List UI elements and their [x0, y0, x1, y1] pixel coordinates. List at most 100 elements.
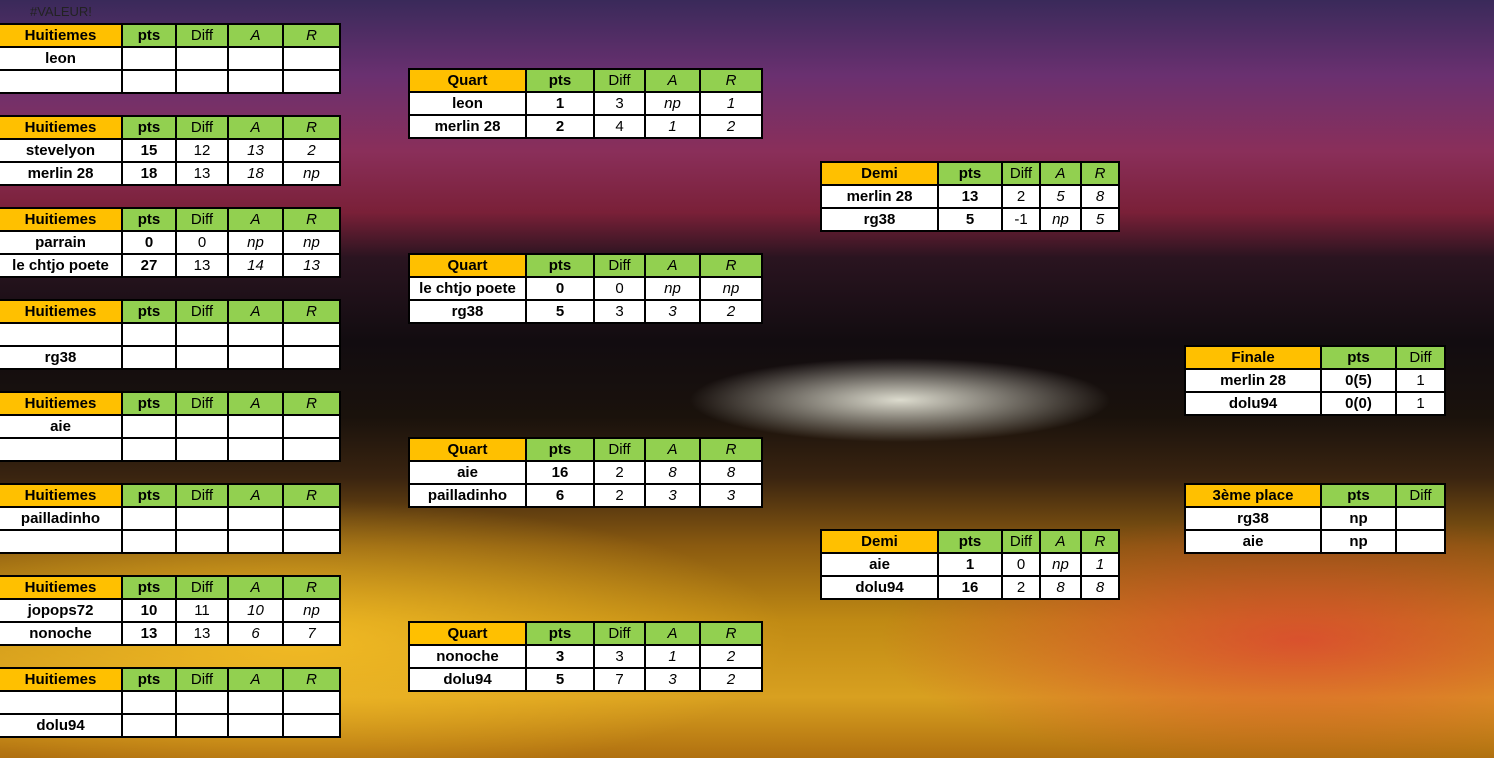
score-cell[interactable]: 2 — [699, 114, 763, 139]
column-header[interactable]: A — [644, 437, 701, 462]
score-cell[interactable] — [282, 345, 341, 370]
column-header[interactable]: pts — [121, 207, 177, 232]
column-header[interactable]: pts — [525, 621, 595, 646]
score-cell[interactable] — [175, 322, 229, 347]
player-name-cell[interactable]: leon — [0, 46, 123, 71]
score-cell[interactable]: 1 — [1395, 368, 1446, 393]
player-name-cell[interactable]: pailladinho — [0, 506, 123, 531]
score-cell[interactable]: 1 — [1080, 552, 1120, 577]
score-cell[interactable]: 0 — [175, 230, 229, 255]
score-cell[interactable] — [175, 529, 229, 554]
score-cell[interactable]: 6 — [525, 483, 595, 508]
score-cell[interactable]: 2 — [593, 460, 646, 485]
column-header[interactable]: pts — [121, 391, 177, 416]
score-cell[interactable] — [175, 437, 229, 462]
column-header[interactable]: A — [644, 68, 701, 93]
column-header[interactable]: R — [282, 575, 341, 600]
score-cell[interactable]: 13 — [175, 621, 229, 646]
player-name-cell[interactable]: le chtjo poete — [408, 276, 527, 301]
score-cell[interactable]: 0 — [121, 230, 177, 255]
round-title[interactable]: Huitiemes — [0, 667, 123, 692]
score-cell[interactable] — [121, 414, 177, 439]
column-header[interactable]: pts — [121, 575, 177, 600]
player-name-cell[interactable] — [0, 322, 123, 347]
column-header[interactable]: pts — [1320, 483, 1397, 508]
column-header[interactable]: R — [1080, 529, 1120, 554]
column-header[interactable]: A — [644, 621, 701, 646]
score-cell[interactable]: 27 — [121, 253, 177, 278]
score-cell[interactable] — [121, 713, 177, 738]
column-header[interactable]: R — [699, 621, 763, 646]
round-title[interactable]: Quart — [408, 253, 527, 278]
column-header[interactable]: pts — [937, 161, 1003, 186]
score-cell[interactable]: 0 — [1001, 552, 1041, 577]
round-title[interactable]: Finale — [1184, 345, 1322, 370]
score-cell[interactable]: 0 — [593, 276, 646, 301]
score-cell[interactable]: 2 — [282, 138, 341, 163]
score-cell[interactable]: 2 — [525, 114, 595, 139]
score-cell[interactable] — [121, 506, 177, 531]
column-header[interactable]: pts — [121, 115, 177, 140]
score-cell[interactable]: 3 — [644, 667, 701, 692]
score-cell[interactable]: 2 — [699, 644, 763, 669]
score-cell[interactable]: 3 — [593, 644, 646, 669]
player-name-cell[interactable]: dolu94 — [820, 575, 939, 600]
score-cell[interactable]: 3 — [525, 644, 595, 669]
column-header[interactable]: Diff — [175, 23, 229, 48]
round-title[interactable]: Quart — [408, 621, 527, 646]
round-title[interactable]: Huitiemes — [0, 483, 123, 508]
score-cell[interactable]: np — [1320, 506, 1397, 531]
score-cell[interactable]: 1 — [1395, 391, 1446, 416]
score-cell[interactable]: 1 — [525, 91, 595, 116]
column-header[interactable]: Diff — [175, 483, 229, 508]
score-cell[interactable]: 0(0) — [1320, 391, 1397, 416]
score-cell[interactable]: 15 — [121, 138, 177, 163]
score-cell[interactable]: 13 — [937, 184, 1003, 209]
player-name-cell[interactable] — [0, 529, 123, 554]
round-title[interactable]: Demi — [820, 161, 939, 186]
score-cell[interactable]: 8 — [1080, 575, 1120, 600]
score-cell[interactable]: 13 — [121, 621, 177, 646]
player-name-cell[interactable]: merlin 28 — [1184, 368, 1322, 393]
score-cell[interactable]: np — [282, 230, 341, 255]
score-cell[interactable] — [282, 322, 341, 347]
score-cell[interactable] — [121, 46, 177, 71]
player-name-cell[interactable]: dolu94 — [408, 667, 527, 692]
player-name-cell[interactable] — [0, 690, 123, 715]
column-header[interactable]: Diff — [175, 115, 229, 140]
score-cell[interactable] — [175, 46, 229, 71]
score-cell[interactable] — [282, 437, 341, 462]
score-cell[interactable]: 3 — [593, 299, 646, 324]
score-cell[interactable]: 11 — [175, 598, 229, 623]
round-title[interactable]: Huitiemes — [0, 207, 123, 232]
score-cell[interactable]: 5 — [525, 667, 595, 692]
player-name-cell[interactable]: parrain — [0, 230, 123, 255]
score-cell[interactable]: np — [1039, 552, 1082, 577]
score-cell[interactable] — [227, 345, 284, 370]
score-cell[interactable]: 1 — [699, 91, 763, 116]
column-header[interactable]: A — [644, 253, 701, 278]
column-header[interactable]: Diff — [1001, 161, 1041, 186]
score-cell[interactable] — [282, 529, 341, 554]
score-cell[interactable]: 2 — [1001, 575, 1041, 600]
score-cell[interactable] — [227, 46, 284, 71]
player-name-cell[interactable]: dolu94 — [0, 713, 123, 738]
score-cell[interactable]: 16 — [937, 575, 1003, 600]
score-cell[interactable] — [227, 437, 284, 462]
score-cell[interactable] — [121, 690, 177, 715]
score-cell[interactable]: np — [282, 161, 341, 186]
score-cell[interactable]: np — [644, 91, 701, 116]
score-cell[interactable] — [175, 690, 229, 715]
column-header[interactable]: Diff — [593, 68, 646, 93]
score-cell[interactable]: 7 — [282, 621, 341, 646]
score-cell[interactable] — [175, 345, 229, 370]
score-cell[interactable]: 2 — [1001, 184, 1041, 209]
score-cell[interactable]: 8 — [1080, 184, 1120, 209]
score-cell[interactable]: 2 — [699, 299, 763, 324]
column-header[interactable]: Diff — [175, 575, 229, 600]
score-cell[interactable]: 5 — [525, 299, 595, 324]
score-cell[interactable]: 13 — [175, 253, 229, 278]
score-cell[interactable]: 10 — [121, 598, 177, 623]
column-header[interactable]: Diff — [593, 253, 646, 278]
round-title[interactable]: 3ème place — [1184, 483, 1322, 508]
